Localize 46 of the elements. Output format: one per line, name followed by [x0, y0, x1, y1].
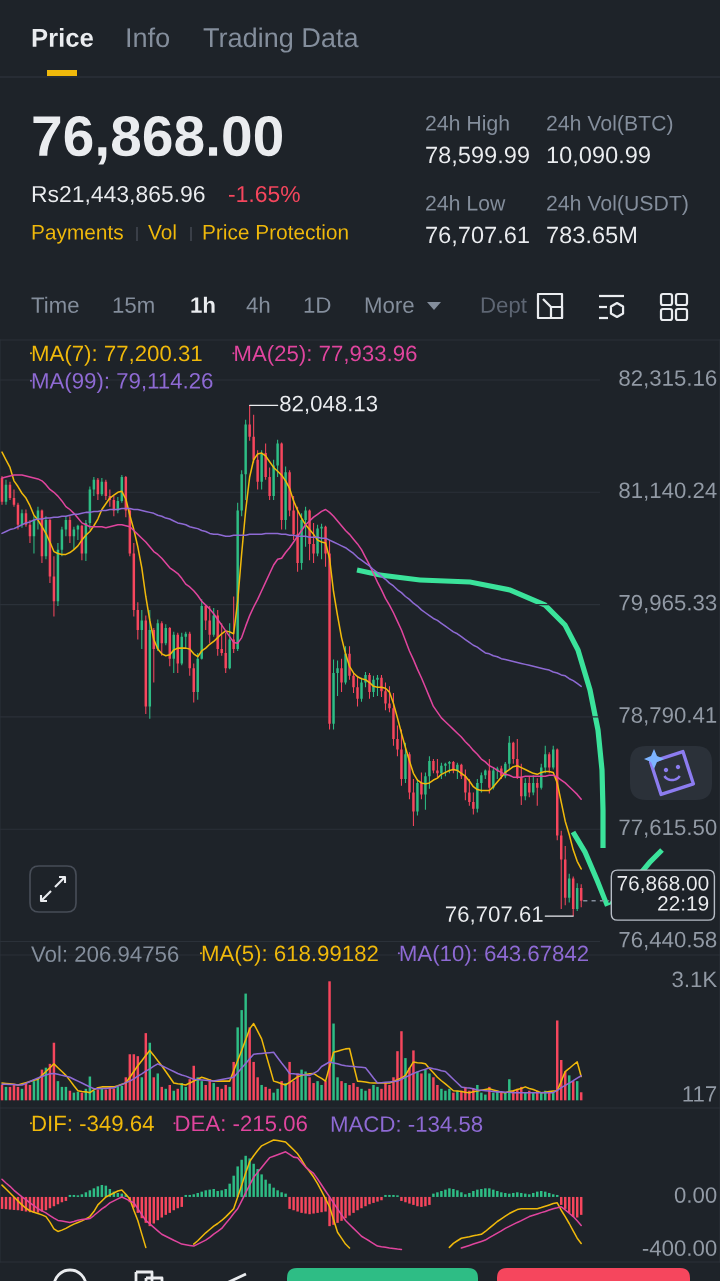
annotation: MACD: -134.58: [331, 1116, 483, 1132]
y-tick-label: 117: [683, 1086, 717, 1102]
text: Payments: [32, 225, 123, 244]
y-tick-label: 77,615.50: [619, 819, 717, 838]
legend-label: MA(99): 79,114.26: [32, 372, 213, 394]
text: Info: [127, 27, 170, 48]
legend-label: MA(7): 77,200.31: [32, 345, 202, 366]
text: Trading Data: [203, 27, 359, 53]
y-tick-label: -400.00: [642, 1240, 717, 1257]
y-tick-label: 3.1K: [672, 971, 717, 988]
y-tick-label: 78,790.41: [619, 707, 717, 726]
legend-label: MA(25): 77,933.96: [235, 345, 417, 366]
text: 24h Low: [426, 195, 506, 211]
ref-line-label: 76,868.00 22:19: [617, 875, 709, 911]
text: -1.65%: [229, 185, 300, 203]
annotation: 76,707.61: [445, 906, 543, 925]
text: More: [365, 297, 414, 313]
text: 76,707.61: [426, 226, 529, 247]
text: Dept: [481, 297, 527, 318]
text: 76,868.00: [33, 115, 282, 165]
text: Price: [32, 28, 93, 47]
text: 24h High: [426, 115, 509, 135]
legend-label: DIF: -349.64: [32, 1115, 154, 1132]
legend-label: DEA: -215.06: [176, 1115, 307, 1132]
y-tick-label: 76,440.58: [619, 931, 717, 951]
text: 78,599.99: [426, 146, 529, 167]
text: Time: [31, 296, 79, 313]
annotation: 82,048.13: [280, 395, 378, 415]
text: 4h: [246, 296, 270, 313]
text: 15m: [113, 297, 154, 313]
text: 10,090.99: [547, 146, 650, 167]
text: Vol: [148, 224, 176, 240]
text: 1h: [191, 296, 215, 313]
text: 24h Vol(BTC): [547, 115, 673, 135]
text: Rs21,443,865.96: [32, 185, 205, 205]
text: 783.65M: [547, 226, 636, 244]
y-tick-label: 81,140.24: [619, 482, 717, 501]
y-tick-label: 82,315.16: [619, 370, 717, 389]
annotation: Vol: 206.94756: [31, 945, 179, 962]
text: Price Protection: [203, 224, 348, 240]
legend-label: MA(10): 643.67842: [400, 945, 588, 966]
text: 1D: [304, 297, 331, 313]
y-tick-label: 0.00: [674, 1187, 717, 1203]
y-tick-label: 79,965.33: [619, 594, 717, 614]
legend-label: MA(5): 618.99182: [202, 945, 378, 966]
text: 24h Vol(USDT): [547, 195, 688, 215]
